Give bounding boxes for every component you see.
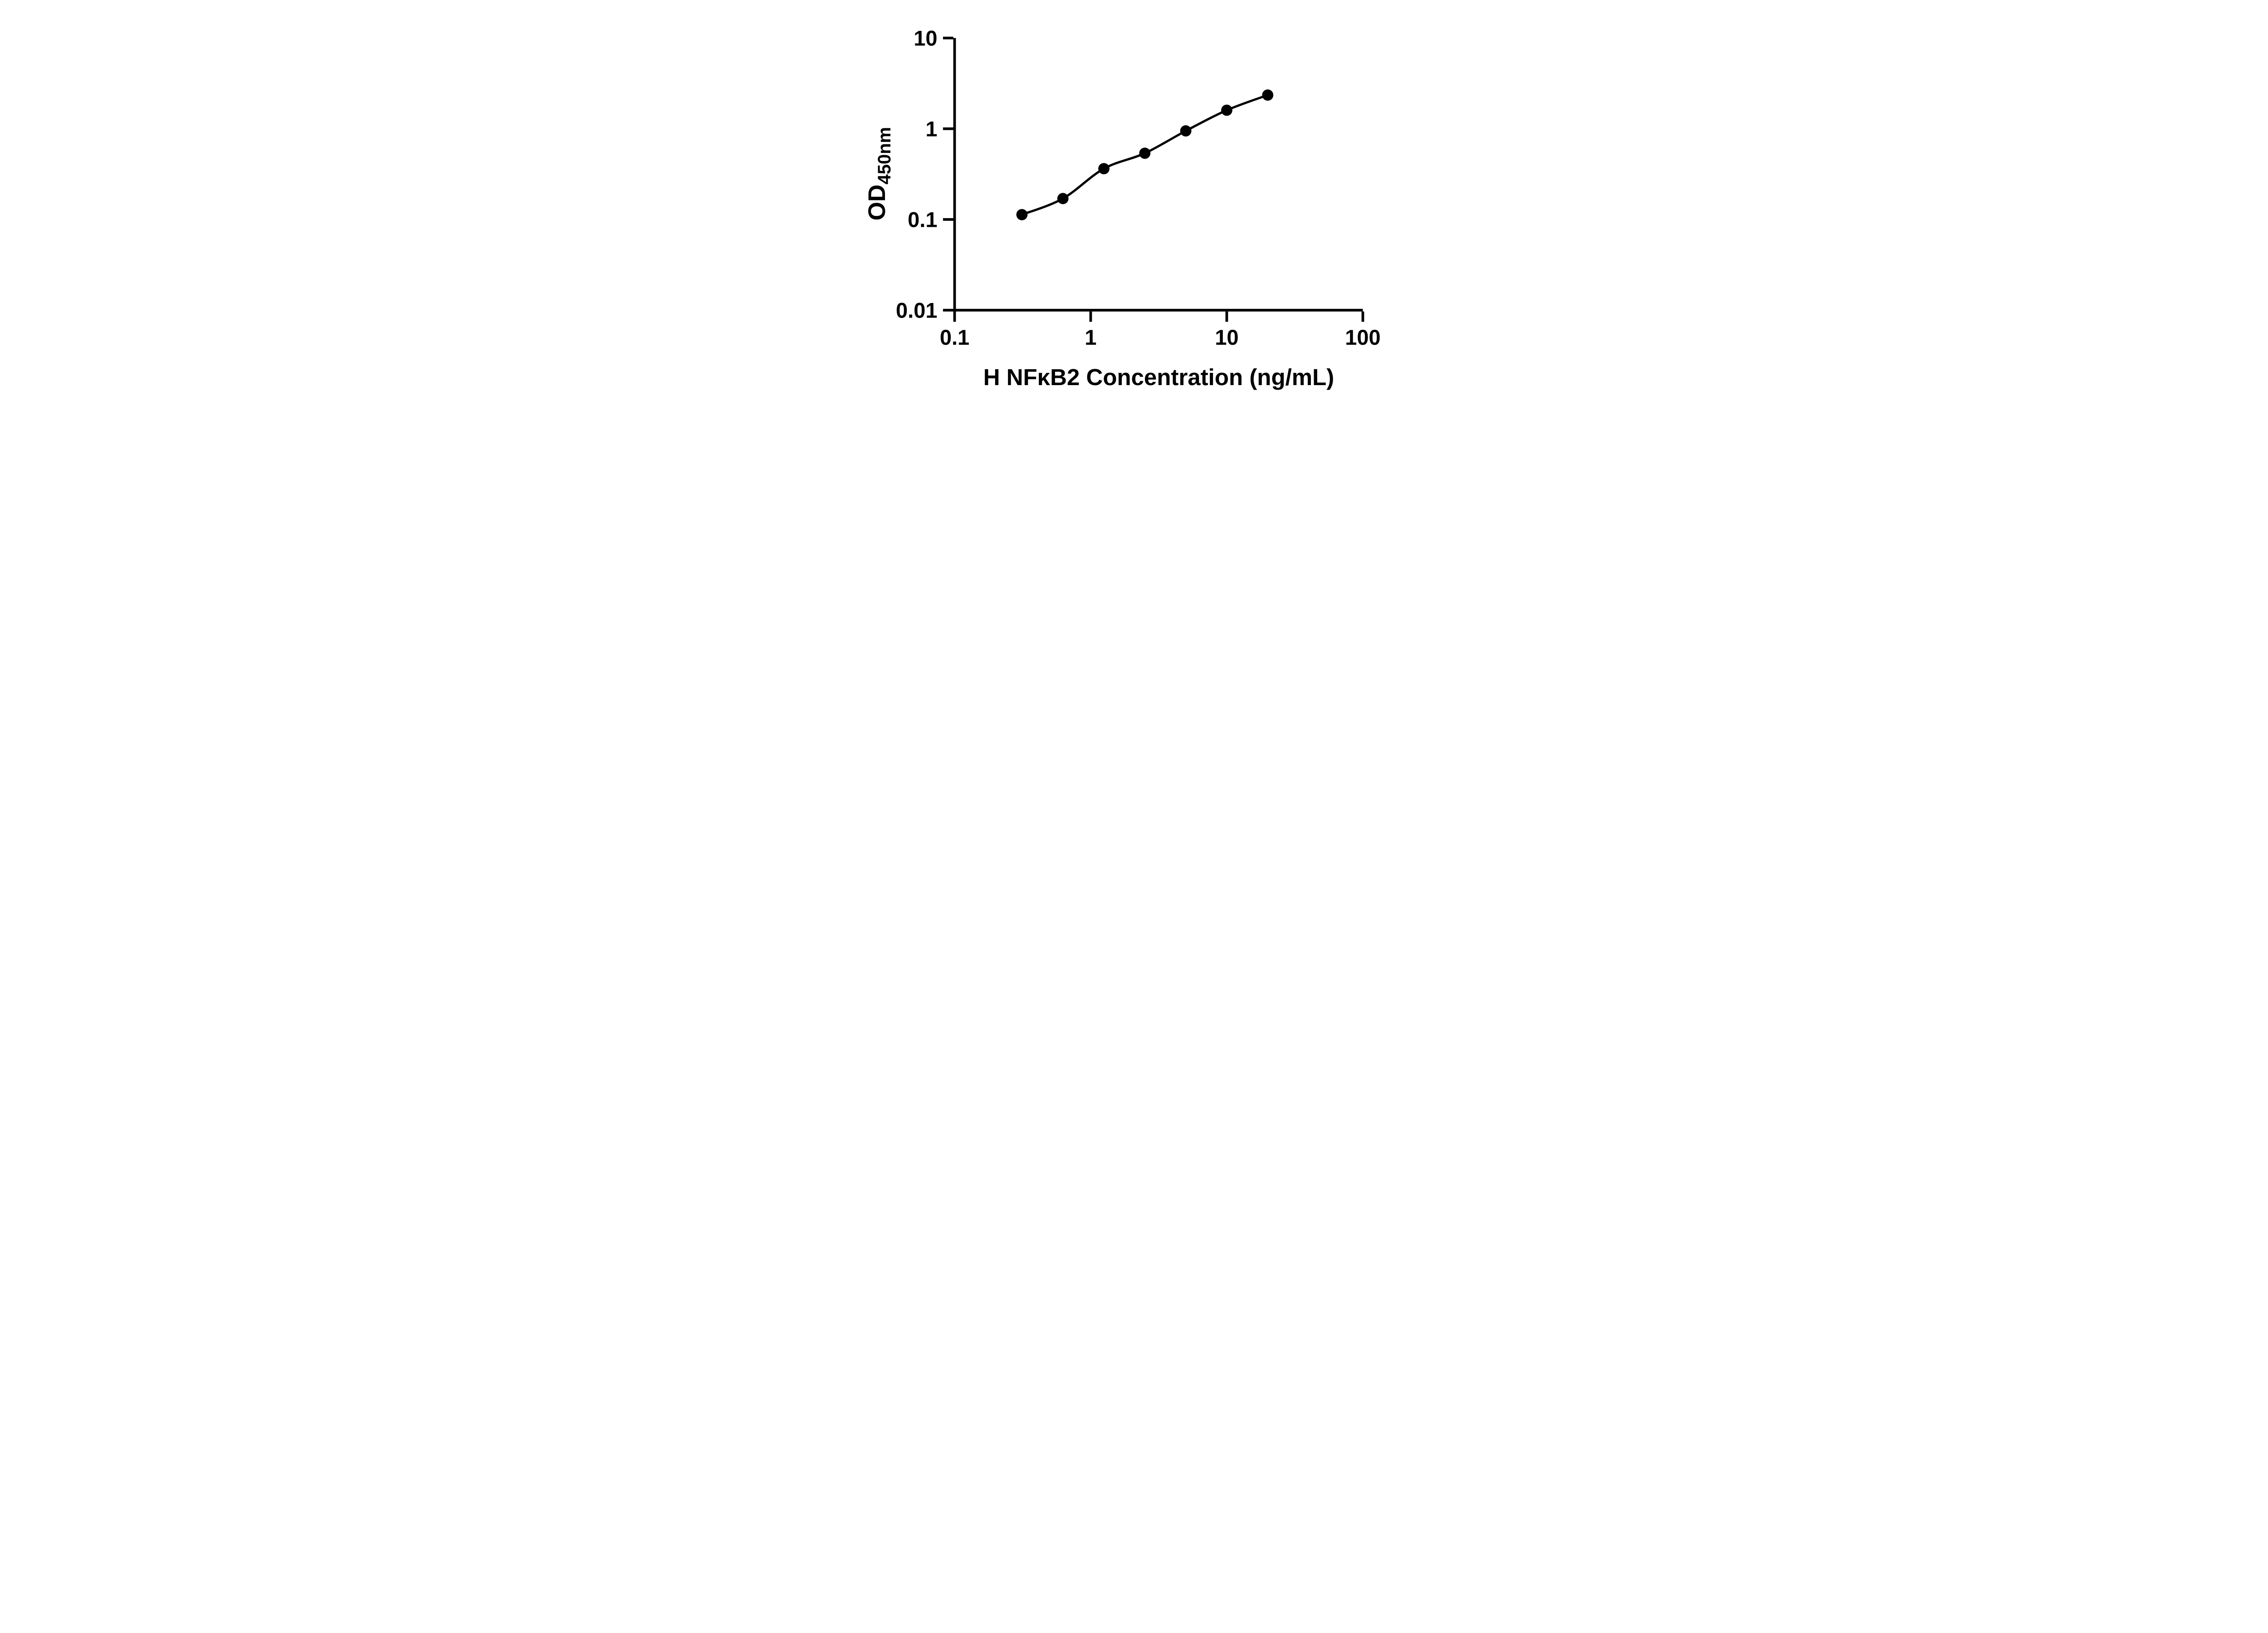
x-tick-label: 0.1 bbox=[940, 325, 969, 349]
y-axis-title: OD450nm bbox=[864, 127, 894, 220]
x-tick-label: 100 bbox=[1345, 325, 1380, 349]
axes-layer bbox=[943, 36, 1364, 322]
x-axis-title: H NFκB2 Concentration (ng/mL) bbox=[983, 364, 1334, 390]
data-point bbox=[1016, 209, 1028, 220]
y-tick-label: 10 bbox=[914, 26, 937, 50]
data-point bbox=[1139, 147, 1151, 159]
data-point bbox=[1221, 104, 1232, 116]
y-tick-label: 1 bbox=[925, 117, 937, 141]
x-tick-label: 1 bbox=[1085, 325, 1096, 349]
data-point bbox=[1098, 163, 1110, 175]
data-point bbox=[1180, 125, 1192, 137]
data-point bbox=[1057, 193, 1069, 205]
plot-background bbox=[842, 0, 1426, 408]
y-tick-label: 0.01 bbox=[896, 298, 937, 323]
elisa-standard-curve-figure: 0.1 1 10 100 10 1 0.1 0.01 H NFκB2 Concentratio… bbox=[842, 0, 1426, 408]
x-tick-label: 10 bbox=[1215, 325, 1238, 349]
y-axis-title-main: OD bbox=[864, 185, 890, 221]
data-point bbox=[1262, 89, 1274, 101]
data-series-layer bbox=[1016, 89, 1274, 220]
y-tick-label: 0.1 bbox=[908, 208, 937, 232]
y-axis-title-subscript: 450nm bbox=[875, 127, 894, 185]
